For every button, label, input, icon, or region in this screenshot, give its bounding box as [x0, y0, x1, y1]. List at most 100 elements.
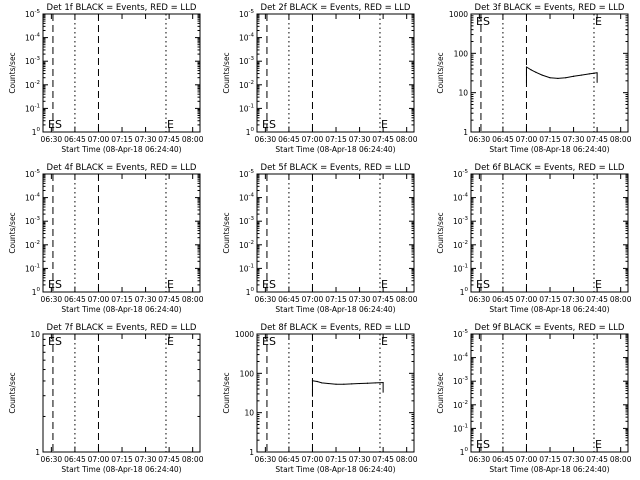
- y-tick-label: 10-4: [25, 33, 41, 43]
- marker-label-e: E: [48, 335, 55, 348]
- x-tick-label: 06:30: [469, 455, 491, 464]
- y-axis-label: Counts/sec: [222, 52, 231, 93]
- y-tick-exponent: 0: [465, 447, 469, 453]
- x-tick-label: 07:30: [349, 455, 371, 464]
- y-axis-label: Counts/sec: [436, 372, 445, 413]
- x-tick-label: 08:00: [610, 455, 632, 464]
- y-tick-exponent: -3: [35, 56, 41, 62]
- y-tick-exponent: -5: [463, 329, 469, 335]
- events-data-point: [572, 75, 575, 77]
- y-tick-label: 1000: [235, 330, 254, 339]
- y-tick-label: 10-1: [25, 263, 40, 273]
- y-tick-label: 10: [460, 287, 469, 297]
- marker-label-e: E: [595, 438, 602, 451]
- x-axis-label: Start Time (08-Apr-18 06:24:40): [489, 465, 609, 474]
- plot-frame: [470, 13, 629, 133]
- x-tick-label: 07:30: [135, 295, 157, 304]
- events-data-point: [327, 382, 329, 385]
- chart-title: Det 7f BLACK = Events, RED = LLD: [47, 323, 197, 333]
- y-tick-exponent: -4: [463, 353, 469, 359]
- chart-panel: Det 3f BLACK = Events, RED = LLD Counts/s…: [436, 3, 632, 154]
- y-tick-base: 10: [244, 409, 254, 418]
- x-tick-label: 07:45: [158, 135, 180, 144]
- x-tick-label: 08:00: [182, 135, 204, 144]
- chart-panel: Det 5f BLACK = Events, RED = LLD Counts/s…: [222, 163, 418, 314]
- y-tick-base: 10: [239, 34, 249, 43]
- plot-frame: [256, 333, 415, 453]
- chart-title: Det 4f BLACK = Events, RED = LLD: [47, 163, 197, 173]
- y-tick-base: 10: [458, 89, 468, 98]
- y-tick-exponent: -4: [463, 193, 469, 199]
- marker-label-e: E: [381, 118, 388, 131]
- y-tick-label: 10-4: [453, 353, 469, 363]
- y-tick-exponent: -5: [249, 169, 255, 175]
- x-tick-label: 07:30: [349, 295, 371, 304]
- x-tick-label: 07:45: [586, 455, 608, 464]
- y-tick-base: 10: [239, 10, 249, 19]
- y-tick-label: 100: [454, 49, 469, 58]
- x-tick-label: 06:45: [492, 135, 514, 144]
- y-tick-base: 1000: [235, 330, 254, 339]
- y-tick-label: 10-4: [25, 193, 41, 203]
- x-tick-label: 07:00: [516, 295, 538, 304]
- events-data-point: [557, 77, 559, 80]
- y-tick-exponent: -1: [35, 103, 40, 109]
- y-tick-base: 10: [25, 194, 35, 203]
- y-tick-label: 10-5: [25, 9, 41, 19]
- chart-panel: Det 7f BLACK = Events, RED = LLD Counts/s…: [8, 323, 204, 474]
- y-tick-label: 10-3: [239, 56, 255, 66]
- y-tick-base: 1: [249, 448, 254, 457]
- marker-label-e: E: [381, 278, 388, 291]
- x-tick-label: 06:45: [278, 455, 300, 464]
- y-tick-base: 10: [239, 81, 249, 90]
- events-data-point: [541, 74, 543, 76]
- x-tick-label: 07:15: [111, 295, 133, 304]
- marker-label-e: E: [595, 278, 602, 291]
- y-tick-label: 10-5: [239, 9, 255, 19]
- x-tick-label: 07:45: [158, 455, 180, 464]
- chart-title: Det 6f BLACK = Events, RED = LLD: [475, 163, 625, 173]
- x-tick-label: 07:45: [372, 295, 394, 304]
- x-axis-label: Start Time (08-Apr-18 06:24:40): [489, 305, 609, 314]
- chart-panel: Det 6f BLACK = Events, RED = LLD Counts/s…: [436, 163, 632, 314]
- y-tick-base: 1000: [449, 10, 468, 19]
- x-tick-label: 08:00: [182, 295, 204, 304]
- y-tick-base: 10: [25, 81, 35, 90]
- y-tick-base: 10: [239, 57, 249, 66]
- y-tick-label: 10: [244, 409, 254, 418]
- y-tick-base: 10: [25, 170, 35, 179]
- y-tick-base: 10: [25, 241, 35, 250]
- y-tick-exponent: -2: [463, 240, 468, 246]
- y-tick-base: 1: [460, 288, 465, 297]
- y-tick-exponent: -2: [35, 240, 40, 246]
- events-data-point: [549, 77, 551, 79]
- events-data-point: [343, 383, 345, 385]
- y-tick-label: 10-2: [453, 400, 468, 410]
- x-tick-label: 07:00: [88, 455, 110, 464]
- x-tick-label: 08:00: [396, 135, 418, 144]
- x-tick-label: 07:30: [135, 135, 157, 144]
- x-tick-label: 07:00: [302, 455, 324, 464]
- chart-panel: Det 1f BLACK = Events, RED = LLD Counts/s…: [8, 3, 204, 154]
- x-tick-label: 08:00: [610, 295, 632, 304]
- y-tick-base: 10: [453, 330, 463, 339]
- events-data-point: [565, 77, 567, 79]
- y-tick-exponent: -1: [463, 423, 468, 429]
- y-tick-label: 10-5: [239, 169, 255, 179]
- marker-label-e: E: [167, 335, 174, 348]
- plot-frame: [42, 13, 201, 133]
- y-tick-label: 10-1: [239, 263, 254, 273]
- y-tick-exponent: -1: [249, 263, 254, 269]
- y-tick-exponent: -2: [463, 400, 468, 406]
- y-tick-label: 10-2: [239, 80, 254, 90]
- y-tick-base: 10: [453, 170, 463, 179]
- y-tick-label: 10: [458, 89, 468, 98]
- events-data-point: [351, 383, 353, 385]
- y-tick-base: 10: [239, 170, 249, 179]
- events-data-point: [588, 73, 590, 75]
- y-tick-label: 10-2: [25, 80, 40, 90]
- y-tick-label: 100: [240, 369, 255, 378]
- y-tick-label: 1: [35, 448, 40, 457]
- chart-panel: Det 9f BLACK = Events, RED = LLD Counts/s…: [436, 323, 632, 474]
- y-tick-exponent: -1: [463, 263, 468, 269]
